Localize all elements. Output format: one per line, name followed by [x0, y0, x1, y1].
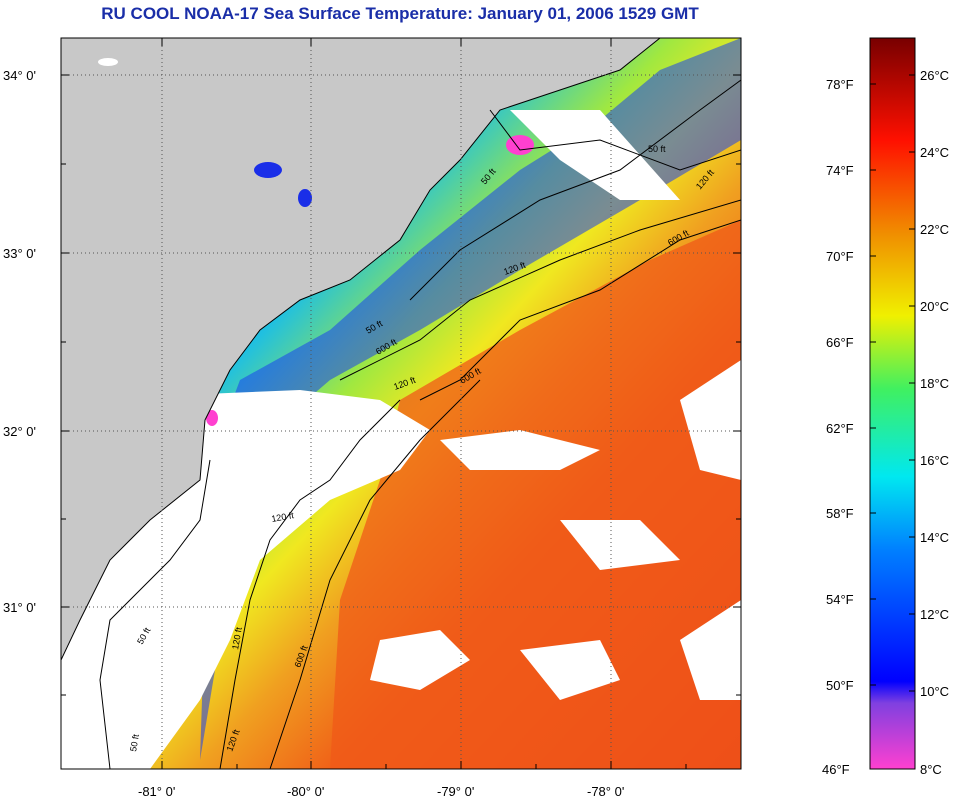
- contour-120ft-south: [219, 399, 401, 769]
- plot-frame: [60, 37, 742, 770]
- colorbar-c-label: 16°C: [920, 453, 949, 468]
- cold-spot: [206, 410, 218, 426]
- contour-120ft: [409, 79, 741, 301]
- lon-label: -79° 0': [437, 784, 474, 799]
- lat-label: 34° 0': [3, 68, 36, 83]
- colorbar-f-label: 50°F: [826, 678, 854, 693]
- contour-label: 120 ft: [271, 510, 295, 524]
- sst-field: 50 ft 120 ft 600 ft 50 ft 120 ft 600 ft …: [61, 38, 741, 769]
- cloud-mask-center: [440, 430, 600, 470]
- cloud-mask-mid: [560, 520, 680, 570]
- cloud-mask-se: [680, 600, 741, 700]
- contour-label: 50 ft: [648, 144, 666, 154]
- lon-label: -81° 0': [138, 784, 175, 799]
- contour-label: 50 ft: [128, 733, 141, 752]
- colorbar-f-label: 70°F: [826, 249, 854, 264]
- lat-label: 32° 0': [3, 424, 36, 439]
- colorbar-c-label: 14°C: [920, 530, 949, 545]
- lat-label: 33° 0': [3, 246, 36, 261]
- colorbar-ticks: [870, 74, 915, 692]
- cold-water-band: [200, 38, 741, 760]
- colorbar-c-label: 8°C: [920, 762, 942, 777]
- cold-spot: [506, 135, 534, 155]
- colorbar-c-label: 24°C: [920, 145, 949, 160]
- cloud-mask-north: [510, 110, 680, 200]
- colorbar-c-label: 26°C: [920, 68, 949, 83]
- cloud-mask-south1: [370, 630, 470, 690]
- colorbar-c-label: 22°C: [920, 222, 949, 237]
- map-title: RU COOL NOAA-17 Sea Surface Temperature:…: [101, 4, 699, 23]
- lat-label: 31° 0': [3, 600, 36, 615]
- lon-label: -78° 0': [587, 784, 624, 799]
- colorbar-f-label: 46°F: [822, 762, 850, 777]
- colorbar-f-label: 78°F: [826, 77, 854, 92]
- axis-ticks: [61, 38, 741, 769]
- colorbar-f-label: 54°F: [826, 592, 854, 607]
- colorbar-scale: [869, 37, 916, 770]
- contour-label: 120 ft: [230, 626, 244, 650]
- cloud-mask-east: [680, 360, 741, 480]
- colorbar-f-label: 62°F: [826, 421, 854, 436]
- contour-600ft: [419, 219, 741, 401]
- colorbar-f-label: 58°F: [826, 506, 854, 521]
- lon-label: -80° 0': [287, 784, 324, 799]
- colorbar-c-label: 12°C: [920, 607, 949, 622]
- colorbar-c-label: 18°C: [920, 376, 949, 391]
- cloud-mask-south2: [520, 640, 620, 700]
- colorbar-c-label: 20°C: [920, 299, 949, 314]
- colorbar-f-label: 74°F: [826, 163, 854, 178]
- colorbar-f-label: 66°F: [826, 335, 854, 350]
- inland-cloud: [98, 58, 118, 66]
- contour-50ft-south: [99, 459, 211, 769]
- inland-lake: [298, 189, 312, 207]
- colorbar: 78°F 74°F 70°F 66°F 62°F 58°F 54°F 50°F …: [822, 37, 949, 777]
- land-mass: [61, 38, 661, 661]
- contour-50ft-north: [489, 109, 741, 171]
- contour-600ft-north: [339, 199, 741, 381]
- graticule: [61, 38, 741, 769]
- contour-600ft-south: [269, 379, 481, 769]
- colorbar-c-label: 10°C: [920, 684, 949, 699]
- inland-lake: [254, 162, 282, 178]
